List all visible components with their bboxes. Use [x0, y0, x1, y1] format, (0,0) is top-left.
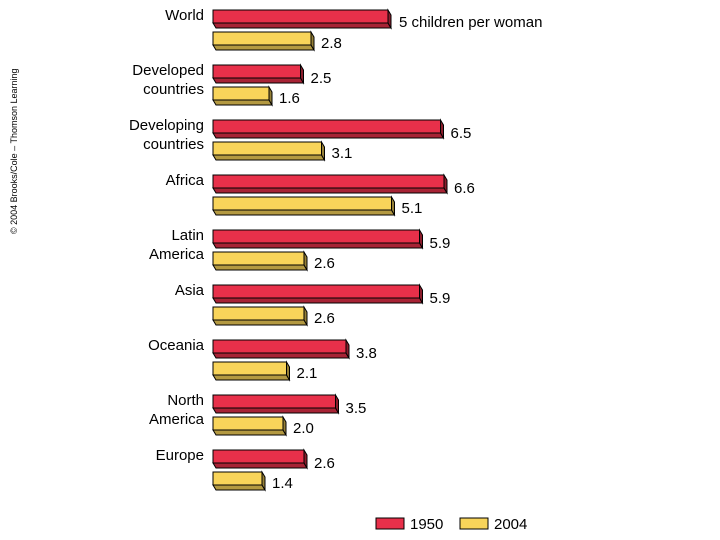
value-label-1950: 6.5: [451, 125, 472, 142]
category-label-line: World: [165, 7, 204, 24]
bar-2004: [212, 140, 326, 162]
bar-2004: [212, 250, 308, 272]
bar-1950: [212, 393, 340, 415]
value-label-2004: 1.4: [272, 475, 293, 492]
category-label-line: Africa: [166, 172, 205, 189]
category-label-line: Europe: [156, 447, 204, 464]
bar-2004: [212, 470, 266, 492]
category-label: Oceania: [148, 337, 205, 354]
value-label-1950: 5.9: [430, 235, 451, 252]
value-label-2004: 2.6: [314, 310, 335, 327]
value-label-1950: 6.6: [454, 180, 475, 197]
legend-label: 2004: [494, 516, 527, 533]
category-label-line: countries: [143, 136, 204, 153]
category-label: World: [165, 7, 204, 24]
category-label-line: North: [167, 392, 204, 409]
category-label: Asia: [175, 282, 205, 299]
copyright-credit: © 2004 Brooks/Cole – Thomson Learning: [9, 68, 19, 234]
bar-2004: [212, 415, 287, 437]
value-label-2004: 2.6: [314, 255, 335, 272]
bar-1950: [212, 283, 424, 305]
bar-1950: [212, 448, 308, 470]
category-label-line: Developing: [129, 117, 204, 134]
value-label-2004: 1.6: [279, 90, 300, 107]
category-label-line: Oceania: [148, 337, 205, 354]
category-label: North America: [149, 392, 205, 428]
bar-1950: [212, 118, 445, 140]
labels-group: World 2.8 Developed countries 2.5 1.6 Developi…: [129, 7, 542, 492]
value-label-2004: 2.8: [321, 35, 342, 52]
category-label: Developed countries: [132, 62, 204, 98]
bar-2004: [212, 360, 291, 382]
bar-2004: [212, 30, 315, 52]
legend: 1950 2004: [375, 516, 527, 533]
category-label: Africa: [166, 172, 205, 189]
bar-1950: [212, 338, 350, 360]
category-label: Developing countries: [129, 117, 204, 153]
value-label-1950: 2.5: [311, 70, 332, 87]
category-label-line: Developed: [132, 62, 204, 79]
category-label: Europe: [156, 447, 204, 464]
bar-2004: [212, 85, 273, 107]
category-label-line: Latin: [171, 227, 204, 244]
legend-swatch-1950: [375, 517, 405, 530]
value-label-1950: 3.5: [346, 400, 367, 417]
value-label-2004: 3.1: [332, 145, 353, 162]
category-label-line: countries: [143, 81, 204, 98]
value-label-1950: 5.9: [430, 290, 451, 307]
bar-2004: [212, 195, 396, 217]
bar-2004: [212, 305, 308, 327]
legend-label: 1950: [410, 516, 443, 533]
value-label-2004: 2.1: [297, 365, 318, 382]
category-label-line: America: [149, 411, 205, 428]
bar-1950: [212, 173, 448, 195]
value-label-1950: 3.8: [356, 345, 377, 362]
value-label-2004: 2.0: [293, 420, 314, 437]
category-label-line: America: [149, 246, 205, 263]
bars-group: [212, 8, 448, 492]
category-label: Latin America: [149, 227, 205, 263]
bar-1950: [212, 63, 305, 85]
legend-swatch-2004: [459, 517, 489, 530]
category-label-line: Asia: [175, 282, 205, 299]
value-label-1950: 2.6: [314, 455, 335, 472]
bar-1950: [212, 8, 392, 30]
bar-1950: [212, 228, 424, 250]
value-label-2004: 5.1: [402, 200, 423, 217]
unit-label: 5 children per woman: [399, 14, 542, 31]
